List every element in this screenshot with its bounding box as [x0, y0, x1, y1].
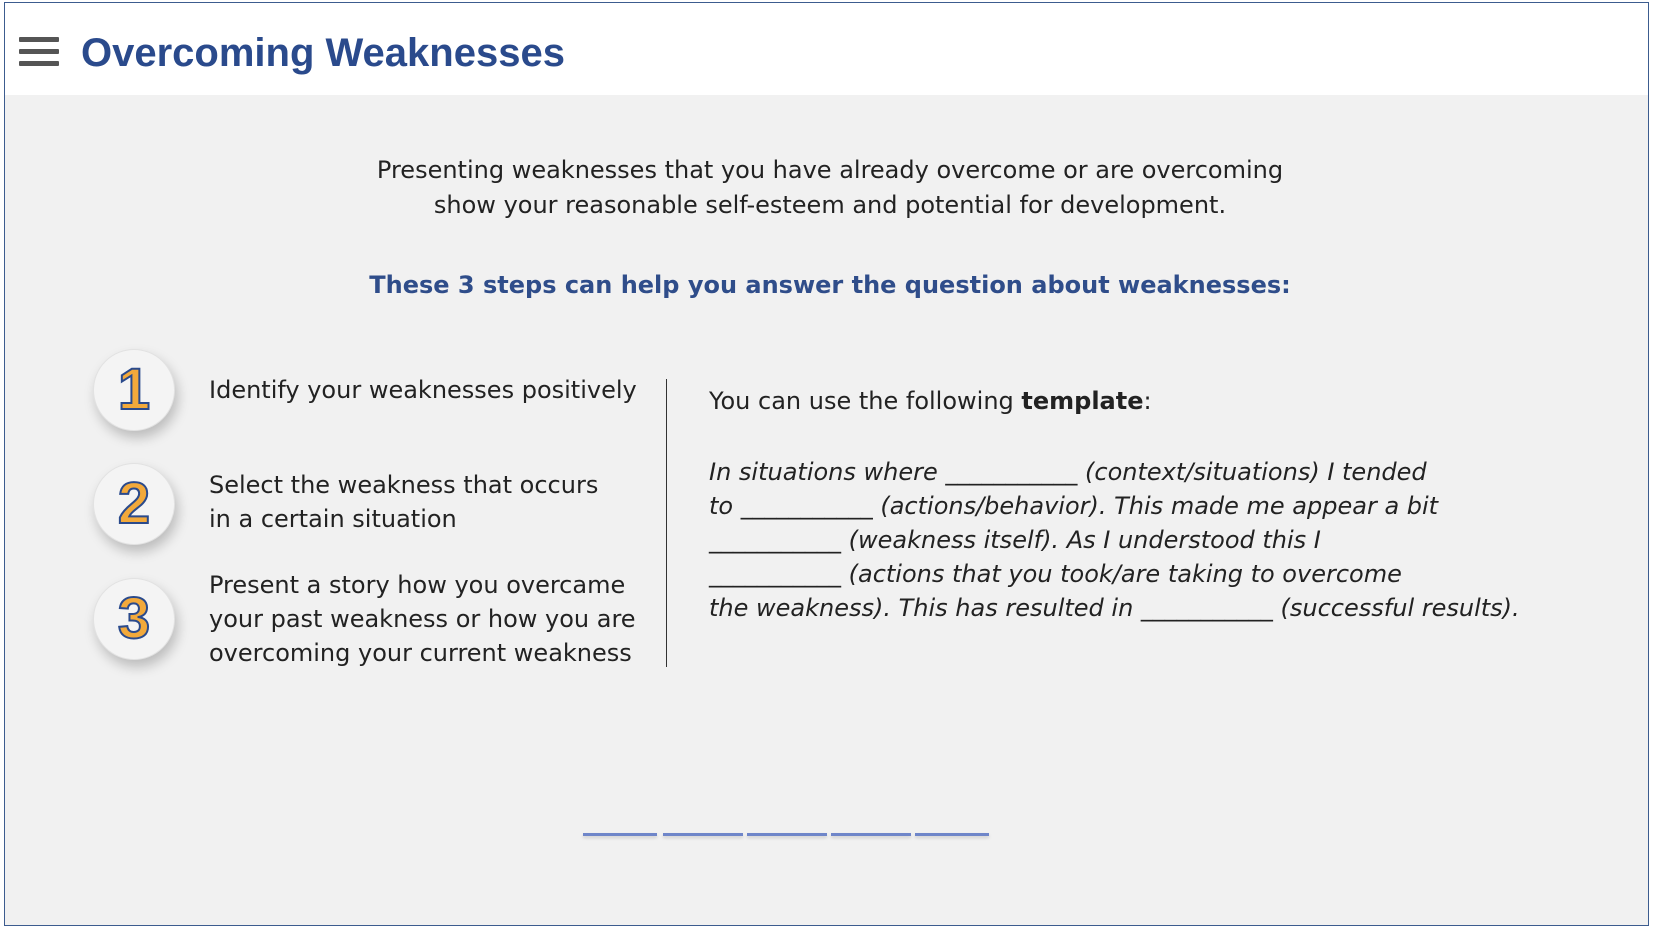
progress-segment-3[interactable] — [747, 833, 827, 836]
template-body: In situations where ___________ (context… — [709, 455, 1520, 625]
progress-segment-4[interactable] — [831, 833, 911, 836]
template-line: In situations where ___________ (context… — [709, 458, 1427, 486]
template-line: ___________ (weakness itself). As I unde… — [709, 526, 1321, 554]
step-2-line: in a certain situation — [209, 505, 457, 533]
step-3-line: overcoming your current weakness — [209, 639, 632, 667]
template-line: ___________ (actions that you took/are t… — [709, 560, 1402, 588]
intro-line: show your reasonable self-esteem and pot… — [433, 191, 1227, 219]
step-3-text: Present a story how you overcame your pa… — [209, 568, 636, 670]
intro-line: Presenting weaknesses that you have alre… — [376, 156, 1284, 184]
template-intro-text: You can use the following — [709, 387, 1022, 415]
vertical-divider — [666, 379, 667, 667]
template-line: the weakness). This has resulted in ____… — [709, 594, 1520, 622]
template-intro-colon: : — [1143, 387, 1152, 415]
step-1-number: 1 — [117, 356, 151, 423]
step-2-text: Select the weakness that occurs in a cer… — [209, 468, 598, 536]
step-3-line: Present a story how you overcame — [209, 571, 626, 599]
page-title: Overcoming Weaknesses — [81, 31, 565, 75]
hamburger-menu-icon[interactable] — [19, 37, 59, 69]
menu-bar-line — [19, 49, 59, 54]
step-1-badge: 1 — [93, 349, 175, 431]
progress-segment-1[interactable] — [583, 833, 657, 836]
slide-frame: Overcoming Weaknesses Presenting weaknes… — [4, 2, 1649, 926]
progress-segment-2[interactable] — [663, 833, 743, 836]
step-2-number: 2 — [117, 470, 151, 537]
template-intro: You can use the following template: — [709, 387, 1152, 415]
step-3-line: your past weakness or how you are — [209, 605, 636, 633]
template-line: to ___________ (actions/behavior). This … — [709, 492, 1439, 520]
header-bar: Overcoming Weaknesses — [5, 3, 1648, 95]
step-3-badge: 3 — [93, 578, 175, 660]
menu-bar-line — [19, 37, 59, 42]
step-1-line: Identify your weaknesses positively — [209, 376, 637, 404]
steps-heading: These 3 steps can help you answer the qu… — [369, 271, 1291, 299]
step-1-text: Identify your weaknesses positively — [209, 373, 637, 407]
menu-bar-line — [19, 61, 59, 66]
step-2-line: Select the weakness that occurs — [209, 471, 599, 499]
step-2-badge: 2 — [93, 463, 175, 545]
progress-segment-5[interactable] — [915, 833, 989, 836]
step-3-number: 3 — [117, 585, 151, 652]
template-keyword: template — [1021, 387, 1144, 415]
intro-text: Presenting weaknesses that you have alre… — [305, 153, 1355, 223]
